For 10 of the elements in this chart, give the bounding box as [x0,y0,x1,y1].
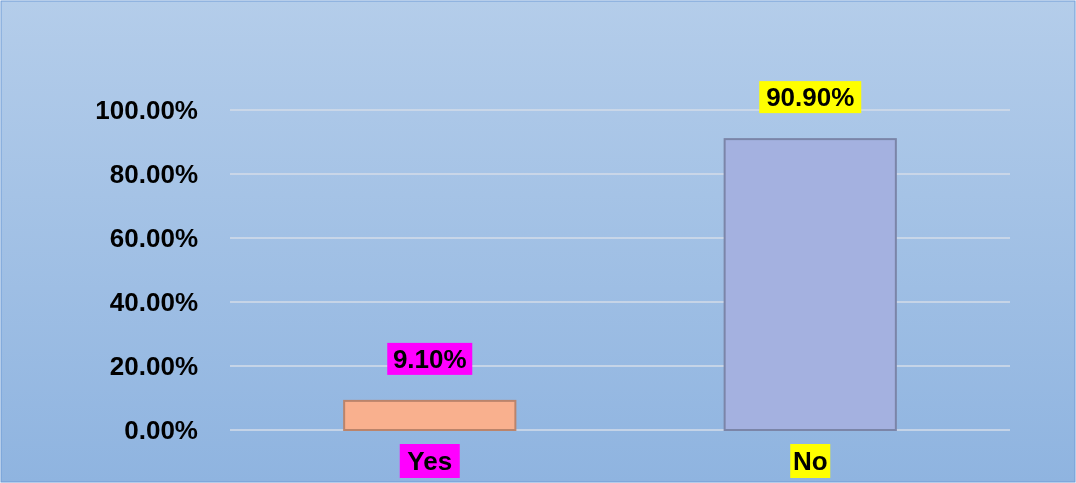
y-tick-label: 40.00% [109,287,198,318]
data-label: 9.10% [392,343,467,374]
data-label: 90.90% [766,82,855,113]
y-tick-label: 80.00% [109,159,198,190]
x-tick-label: Yes [407,446,453,476]
y-tick-label: 20.00% [109,351,198,382]
y-tick-label: 60.00% [109,223,198,254]
y-tick-label: 0.00% [124,415,198,446]
y-tick-label: 100.00% [95,95,198,126]
x-tick-label: No [792,446,828,476]
